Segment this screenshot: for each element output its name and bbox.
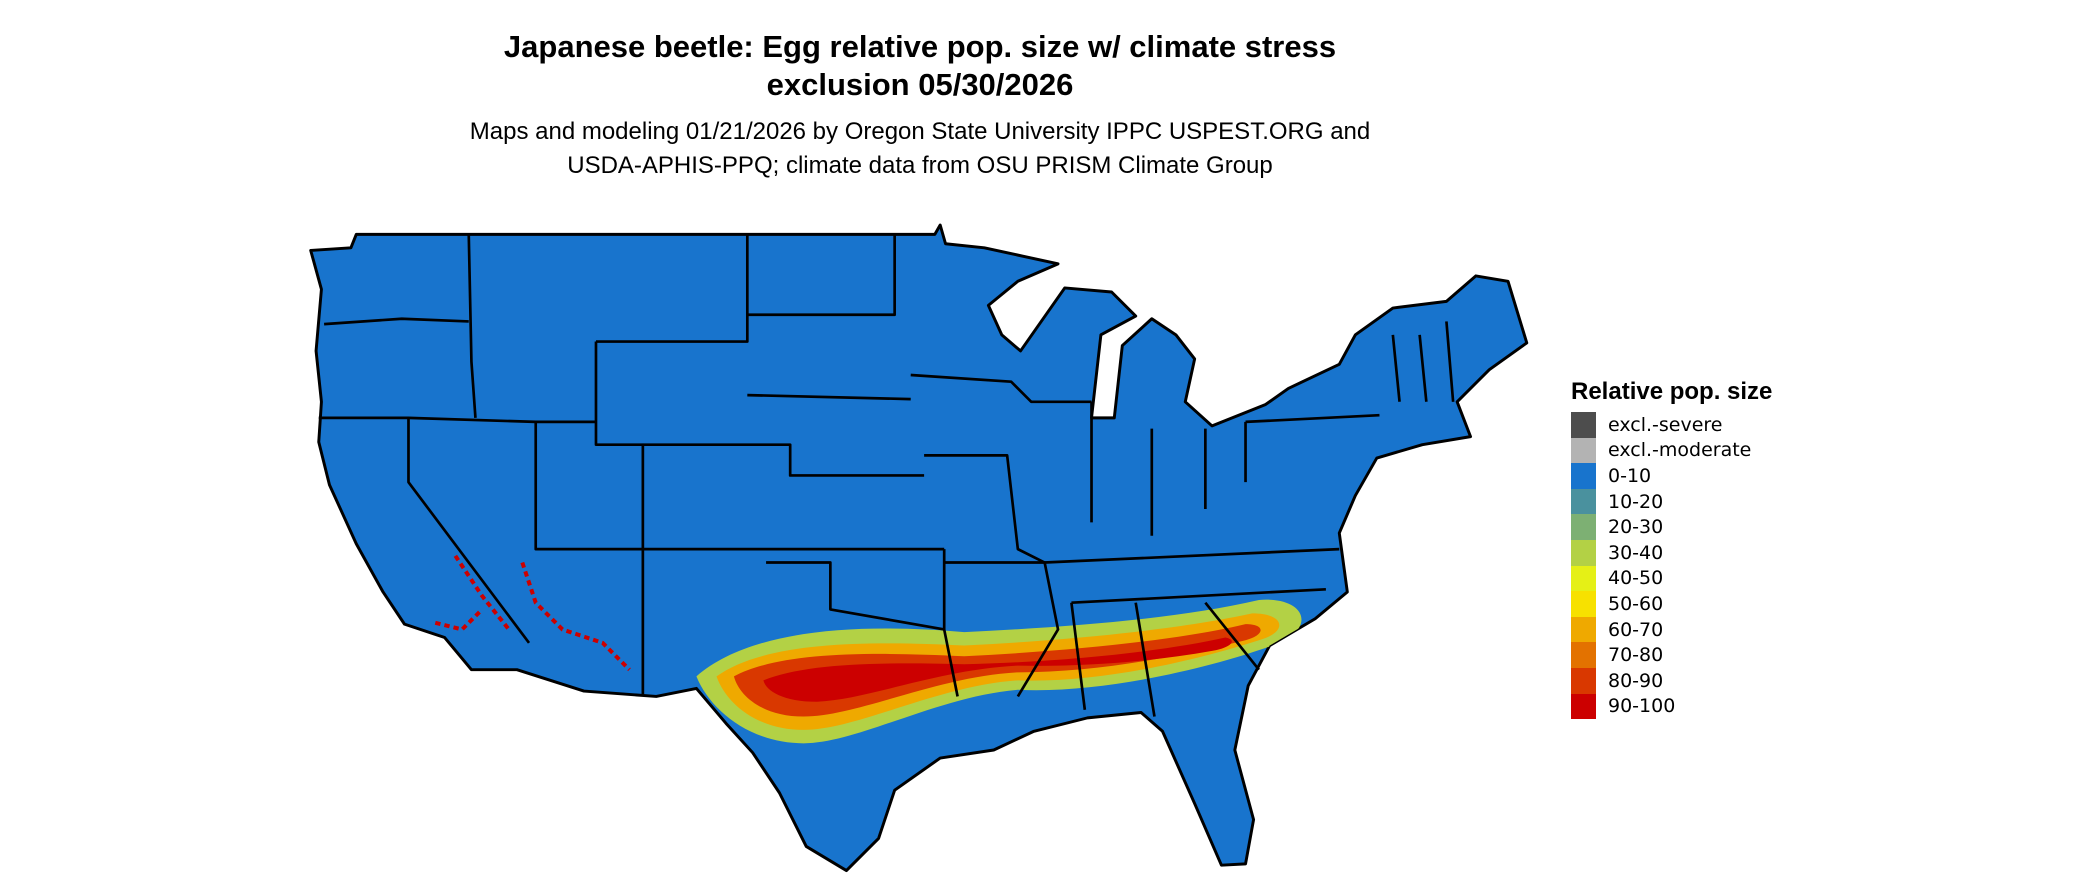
legend-item: 60-70 xyxy=(1571,616,1772,643)
legend-swatch xyxy=(1571,642,1596,668)
legend-item: excl.-severe xyxy=(1571,412,1772,438)
legend-item: excl.-moderate xyxy=(1571,437,1772,464)
legend-swatch xyxy=(1571,412,1596,438)
legend-item: 40-50 xyxy=(1571,565,1772,592)
legend-swatch xyxy=(1571,565,1596,592)
legend-label: 90-100 xyxy=(1608,695,1676,718)
legend-swatch xyxy=(1571,616,1596,643)
legend-swatch xyxy=(1571,514,1596,540)
subtitle-line-1: Maps and modeling 01/21/2026 by Oregon S… xyxy=(469,118,1371,145)
title-line-1: Japanese beetle: Egg relative pop. size … xyxy=(503,29,1337,64)
map-subtitle: Maps and modeling 01/21/2026 by Oregon S… xyxy=(320,115,1520,183)
legend-label: 60-70 xyxy=(1608,618,1664,641)
heat-zone-southwest xyxy=(434,554,631,672)
legend-label: excl.-severe xyxy=(1608,413,1723,436)
legend-label: 40-50 xyxy=(1608,567,1664,590)
legend-label: 70-80 xyxy=(1608,644,1664,667)
legend-swatch xyxy=(1571,693,1596,720)
legend-item: 70-80 xyxy=(1571,642,1772,668)
legend-item: 90-100 xyxy=(1571,693,1772,720)
legend-label: 20-30 xyxy=(1608,516,1664,539)
legend-item: 0-10 xyxy=(1571,463,1772,489)
legend-swatch xyxy=(1571,591,1596,617)
legend-swatch xyxy=(1571,488,1596,515)
state-borders xyxy=(318,234,1455,717)
legend-title: Relative pop. size xyxy=(1571,378,1773,405)
legend-item: 20-30 xyxy=(1571,514,1772,540)
heat-zone-90-100 xyxy=(763,637,1232,702)
legend-swatch xyxy=(1571,437,1596,464)
legend-label: 50-60 xyxy=(1608,592,1664,615)
legend-item: 50-60 xyxy=(1571,591,1772,617)
map-title: Japanese beetle: Egg relative pop. size … xyxy=(420,28,1420,104)
subtitle-line-2: USDA-APHIS-PPQ; climate data from OSU PR… xyxy=(567,152,1273,179)
legend: Relative pop. size excl.-severe excl.-mod… xyxy=(1571,378,1773,720)
legend-swatch xyxy=(1571,667,1596,694)
legend-label: 0-10 xyxy=(1608,464,1652,487)
legend-label: 80-90 xyxy=(1608,669,1664,692)
legend-label: 10-20 xyxy=(1608,490,1664,513)
legend-item: 10-20 xyxy=(1571,488,1772,515)
legend-label: 30-40 xyxy=(1608,541,1664,564)
heat-band xyxy=(434,554,1302,744)
legend-item: 80-90 xyxy=(1571,667,1772,694)
legend-swatch xyxy=(1571,463,1596,489)
legend-swatch xyxy=(1571,539,1596,566)
legend-item: 30-40 xyxy=(1571,539,1772,566)
title-line-2: exclusion 05/30/2026 xyxy=(766,67,1074,102)
legend-label: excl.-moderate xyxy=(1608,439,1752,462)
